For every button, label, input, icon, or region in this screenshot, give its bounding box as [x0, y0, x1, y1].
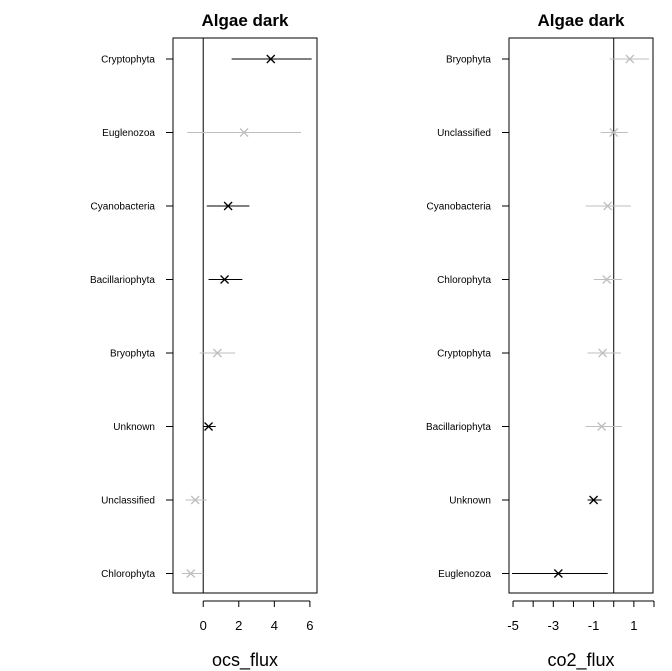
panel-1-estimate-point — [190, 495, 200, 505]
panel-1-category-label: Unclassified — [101, 496, 155, 507]
panel-2-category-label: Bacillariophyta — [426, 422, 491, 433]
panel-2-category-label: Cyanobacteria — [427, 202, 492, 213]
panel-1-estimate-point — [266, 54, 276, 64]
panel-2-category-label: Unclassified — [437, 128, 491, 139]
panel-2-category-label: Euglenozoa — [438, 569, 491, 580]
panel-1-estimate-point — [239, 128, 249, 137]
panel-1-x-tick-label: 2 — [235, 618, 242, 633]
panel-1-x-tick-label: 0 — [200, 618, 207, 633]
panel-2-estimate-point — [625, 54, 635, 64]
panel-1-category-label: Bacillariophyta — [90, 275, 155, 286]
panel-1-x-tick-label: 6 — [306, 618, 313, 633]
panel-2-x-tick-label: 1 — [630, 618, 637, 633]
panel-1-category-label: Bryophyta — [110, 349, 155, 360]
panel-2-estimate-point — [553, 569, 563, 578]
panel-2-category-label: Chlorophyta — [437, 275, 491, 286]
panel-2-estimate-point — [602, 275, 612, 284]
panel-1-estimate-point — [220, 275, 230, 284]
panel-1-category-label: Cryptophyta — [101, 55, 155, 66]
panel-1-estimate-point — [212, 348, 222, 358]
panel-1-plot-frame — [172, 37, 318, 594]
panel-1-estimate-point — [186, 569, 196, 578]
panel-1-x-tick-label: 4 — [271, 618, 278, 633]
panel-2-estimate-point — [603, 201, 613, 211]
panel-2-category-label: Unknown — [449, 496, 491, 507]
panel-2-x-tick-label: -1 — [588, 618, 600, 633]
panel-2-estimate-point — [598, 348, 608, 358]
panel-2-chart-title: Algae dark — [538, 11, 625, 30]
panel-2-estimate-point — [609, 128, 619, 137]
panel-2-category-label: Bryophyta — [446, 55, 491, 66]
panel-2-estimate-point — [589, 495, 599, 505]
panel-1-category-label: Chlorophyta — [101, 569, 155, 580]
panel-2-x-axis-label: co2_flux — [547, 650, 614, 671]
panel-1-estimate-point — [204, 422, 214, 431]
panel-2-plot-frame — [508, 37, 654, 594]
panel-1-x-axis-label: ocs_flux — [212, 650, 278, 671]
panel-1-chart-title: Algae dark — [202, 11, 289, 30]
panel-1-category-label: Cyanobacteria — [91, 202, 156, 213]
panel-2-estimate-point — [597, 422, 607, 431]
panel-2-category-label: Cryptophyta — [437, 349, 491, 360]
panel-1-category-label: Unknown — [113, 422, 155, 433]
panel-1-category-label: Euglenozoa — [102, 128, 155, 139]
panel-2-x-tick-label: -5 — [507, 618, 519, 633]
panel-1-estimate-point — [223, 201, 233, 211]
panel-2-x-tick-label: -3 — [548, 618, 560, 633]
